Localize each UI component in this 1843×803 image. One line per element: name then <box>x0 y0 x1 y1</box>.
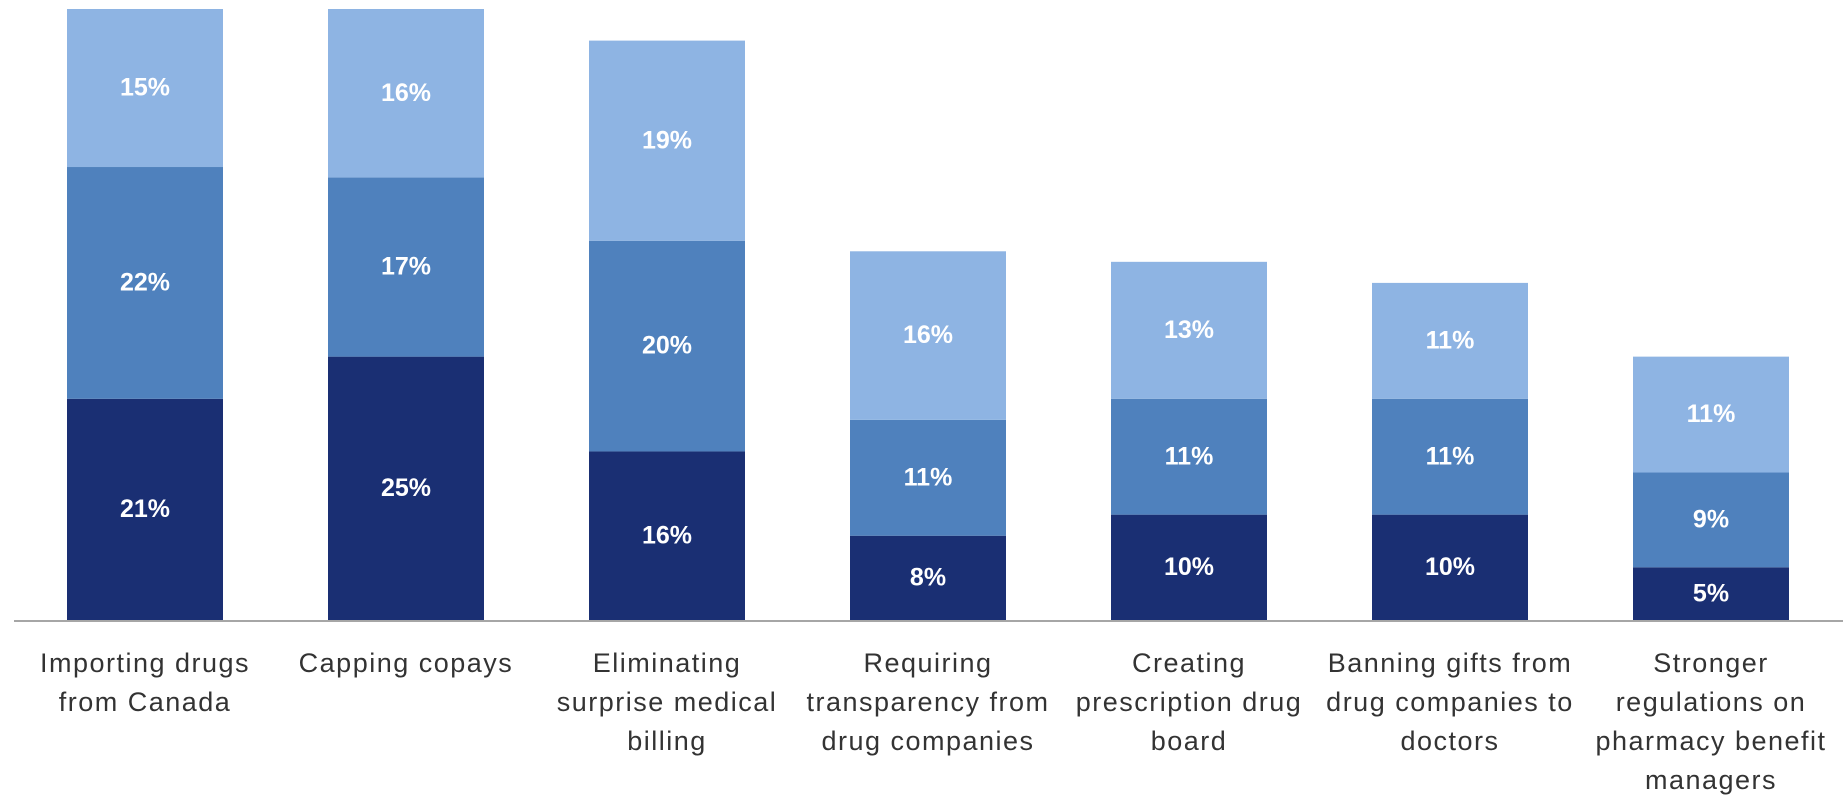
x-tick-label: Banning gifts from drug companies to doc… <box>1326 648 1574 756</box>
bar-segment <box>589 451 745 620</box>
x-tick-label: Importing drugs from Canada <box>39 648 251 717</box>
data-label: 5% <box>1693 579 1729 607</box>
data-label: 10% <box>1425 553 1475 581</box>
data-label: 11% <box>904 463 953 491</box>
x-tick-label: Creating prescription drug board <box>1075 648 1303 756</box>
data-label: 16% <box>903 321 953 349</box>
bar-segment <box>1372 514 1528 620</box>
data-label: 19% <box>642 126 692 154</box>
data-label: 21% <box>120 495 170 523</box>
bar-segment <box>1111 514 1267 620</box>
bar-segment <box>1372 398 1528 515</box>
bar-segment <box>589 240 745 452</box>
bar-segment <box>328 9 484 178</box>
bar-segment <box>1111 261 1267 399</box>
bar-segment <box>328 177 484 357</box>
bar-segment <box>67 9 223 168</box>
data-label: 17% <box>381 253 431 281</box>
data-label: 10% <box>1164 553 1214 581</box>
bar-segment <box>1633 356 1789 473</box>
data-label: 9% <box>1693 506 1729 534</box>
data-label: 15% <box>120 74 170 102</box>
bar-segment <box>1372 282 1528 399</box>
bar-segment <box>1111 398 1267 515</box>
bar-segment <box>589 40 745 241</box>
bar-segment <box>328 356 484 620</box>
x-tick-label: Eliminating surprise medical billing <box>556 648 778 756</box>
bar-segment <box>850 419 1006 536</box>
bar-segment <box>67 167 223 399</box>
bar-segment <box>67 398 223 620</box>
bar-segment <box>850 251 1006 420</box>
data-label: 8% <box>910 563 946 591</box>
data-label: 11% <box>1426 326 1475 354</box>
data-label: 11% <box>1687 400 1736 428</box>
data-label: 16% <box>642 521 692 549</box>
bar-segment <box>850 535 1006 620</box>
x-tick-label: Capping copays <box>298 648 514 678</box>
data-label: 22% <box>120 269 170 297</box>
data-label: 25% <box>381 474 431 502</box>
bar-segment <box>1633 472 1789 568</box>
data-label: 16% <box>381 79 431 107</box>
data-label: 11% <box>1165 442 1214 470</box>
bar-segment <box>1633 567 1789 620</box>
x-tick-label: Stronger regulations on pharmacy benefit… <box>1595 648 1827 795</box>
data-label: 11% <box>1426 442 1475 470</box>
data-label: 20% <box>642 332 692 360</box>
x-tick-label: Requiring transparency from drug compani… <box>806 648 1050 756</box>
data-label: 13% <box>1164 316 1214 344</box>
